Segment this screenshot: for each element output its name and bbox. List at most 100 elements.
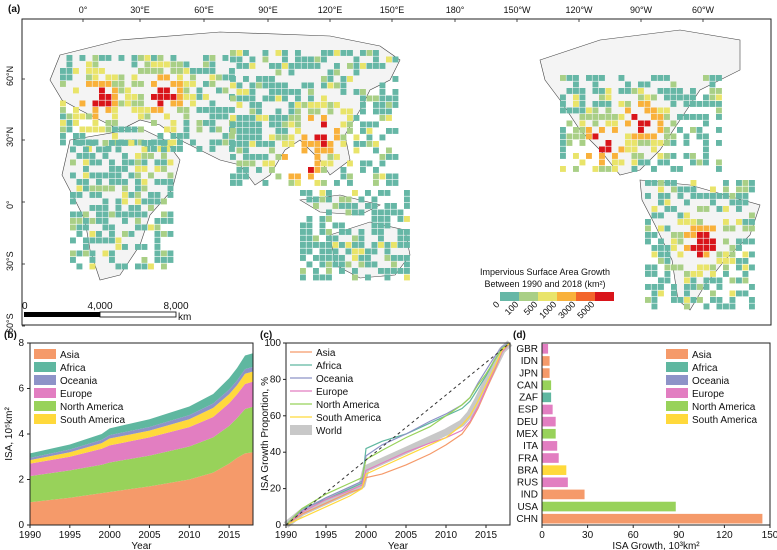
b-legend-swatch [34, 362, 56, 372]
isa-cell [196, 94, 203, 100]
isa-cell [83, 146, 89, 153]
isa-cell [92, 81, 99, 87]
isa-cell [378, 222, 384, 229]
isa-cell [703, 114, 709, 120]
isa-cell [89, 159, 96, 166]
isa-cell [723, 258, 729, 264]
isa-cell [657, 88, 664, 94]
isa-cell [670, 140, 677, 146]
legend-swatch [519, 292, 538, 301]
isa-cell [612, 166, 618, 172]
isa-cell [269, 82, 275, 89]
isa-cell [697, 232, 703, 238]
isa-cell [109, 257, 115, 263]
isa-cell [230, 115, 236, 121]
bar-fra [542, 453, 559, 463]
isa-cell [716, 251, 723, 258]
isa-cell [115, 205, 122, 211]
isa-cell [334, 63, 340, 69]
isa-cell [236, 160, 243, 167]
isa-cell [586, 114, 592, 120]
isa-cell [83, 224, 89, 231]
isa-cell [645, 180, 651, 186]
isa-cell [144, 61, 151, 68]
isa-cell [360, 108, 366, 115]
isa-cell [573, 88, 579, 94]
isa-cell [79, 100, 86, 107]
isa-cell [262, 56, 269, 63]
isa-cell [109, 159, 115, 166]
isa-cell [599, 159, 605, 166]
isa-cell [392, 95, 399, 102]
isa-cell [148, 224, 154, 231]
isa-cell [128, 140, 135, 146]
isa-cell [122, 159, 128, 166]
isa-cell [716, 297, 723, 303]
isa-cell [256, 115, 262, 121]
isa-cell [115, 179, 122, 185]
map-legend: Impervious Surface Area Growth Between 1… [470, 264, 620, 324]
isa-cell [109, 166, 115, 172]
isa-cell [560, 94, 566, 101]
d-legend-label: South America [692, 415, 757, 426]
isa-cell [190, 94, 196, 100]
isa-cell [723, 251, 729, 258]
isa-cell [203, 94, 209, 100]
isa-cell [256, 128, 262, 134]
isa-cell [386, 147, 392, 154]
isa-cell [151, 55, 157, 61]
isa-cell [697, 225, 703, 232]
isa-cell [183, 113, 190, 120]
isa-cell [115, 244, 122, 250]
isa-cell [306, 235, 313, 242]
isa-cell [684, 297, 690, 303]
isa-cell [671, 238, 677, 245]
d-legend-swatch [666, 375, 688, 385]
isa-cell [138, 55, 144, 61]
isa-cell [170, 120, 177, 126]
isa-cell [262, 141, 269, 147]
isa-cell [736, 206, 742, 212]
isa-cell [151, 68, 157, 74]
isa-cell [243, 141, 249, 147]
isa-cell [710, 277, 716, 284]
isa-cell [275, 121, 282, 128]
isa-cell [379, 102, 386, 108]
isa-cell [125, 139, 131, 146]
isa-cell [125, 94, 131, 100]
isa-cell [723, 238, 729, 245]
isa-cell [373, 173, 379, 180]
b-x-tick-label: 2010 [178, 530, 201, 541]
isa-cell [366, 141, 373, 147]
isa-cell [566, 133, 573, 140]
isa-cell [86, 146, 92, 152]
isa-cell [664, 258, 671, 264]
isa-cell [397, 268, 404, 274]
isa-cell [716, 75, 722, 81]
isa-cell [60, 139, 66, 146]
c-y-tick-label: 40 [270, 447, 282, 458]
isa-cell [105, 120, 112, 126]
isa-cell [664, 225, 671, 232]
isa-cell [122, 153, 128, 159]
isa-cell [353, 89, 360, 95]
isa-cell [275, 69, 282, 76]
isa-cell [243, 115, 249, 121]
isa-cell [612, 159, 618, 166]
isa-cell [716, 140, 722, 146]
isa-cell [76, 263, 83, 270]
isa-cell [203, 120, 209, 126]
isa-cell [347, 63, 353, 69]
c-legend-swatch [290, 425, 312, 435]
isa-cell [605, 94, 612, 101]
isa-cell [209, 126, 216, 133]
isa-cell [167, 250, 174, 257]
isa-cell [135, 185, 141, 192]
isa-cell [86, 74, 92, 81]
isa-cell [645, 232, 651, 238]
isa-cell [288, 102, 295, 108]
isa-cell [190, 68, 196, 74]
isa-cell [300, 255, 306, 261]
isa-cell [167, 185, 174, 192]
isa-cell [131, 139, 138, 146]
